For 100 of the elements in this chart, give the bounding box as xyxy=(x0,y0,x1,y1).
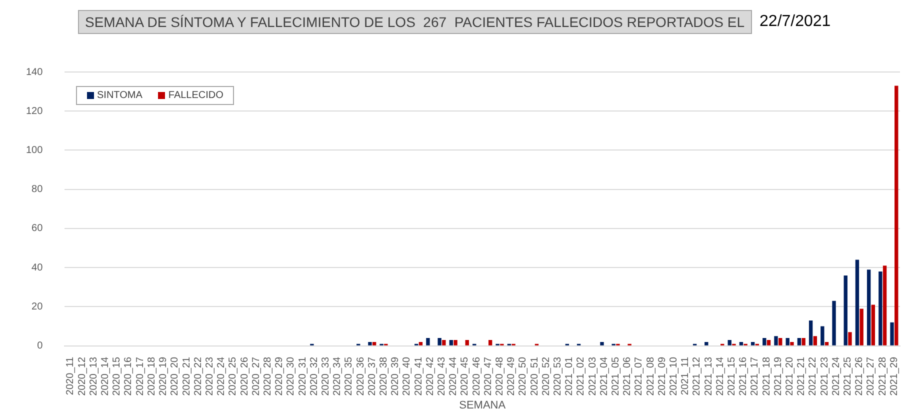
x-tick-label: 2021_09 xyxy=(656,356,668,396)
bar xyxy=(442,340,446,346)
x-tick-label: 2020_49 xyxy=(506,356,518,396)
x-tick-label: 2020_15 xyxy=(112,356,123,396)
x-tick-label: 2020_24 xyxy=(216,356,228,396)
x-tick-label: 2021_02 xyxy=(576,356,587,396)
x-tick-label: 2020_32 xyxy=(308,356,320,396)
x-tick-label: 2020_33 xyxy=(320,356,332,396)
y-tick-label: 80 xyxy=(32,184,44,196)
x-tick-label: 2020_26 xyxy=(239,356,250,396)
chart-subtitle: 22/7/2021 xyxy=(760,13,831,31)
x-tick-label: 2021_06 xyxy=(622,356,634,396)
bar xyxy=(774,336,778,346)
x-tick-label: 2020_39 xyxy=(390,356,402,396)
x-tick-label: 2020_20 xyxy=(170,356,181,396)
y-tick-label: 120 xyxy=(26,106,44,117)
x-tick-label: 2021_13 xyxy=(703,356,714,396)
x-tick-label: 2020_35 xyxy=(344,356,355,396)
x-tick-label: 2020_42 xyxy=(424,356,436,396)
y-tick-label: 40 xyxy=(32,262,44,274)
bar xyxy=(848,332,852,346)
x-tick-label: 2020_36 xyxy=(355,356,366,396)
x-tick-label: 2021_25 xyxy=(842,356,854,396)
bar xyxy=(762,338,766,346)
x-tick-label: 2020_53 xyxy=(552,356,564,396)
legend-label: SINTOMA xyxy=(97,90,142,101)
x-tick-label: 2020_31 xyxy=(297,356,308,396)
bar xyxy=(871,304,876,346)
x-tick-label: 2020_40 xyxy=(402,356,413,396)
x-tick-label: 2021_21 xyxy=(796,356,808,396)
bar xyxy=(860,308,864,346)
x-tick-label: 2020_50 xyxy=(518,356,529,396)
bar xyxy=(844,275,848,346)
x-tick-label: 2021_15 xyxy=(726,356,738,396)
bar xyxy=(728,340,732,346)
bar xyxy=(797,338,802,346)
x-tick-label: 2021_14 xyxy=(714,356,726,396)
x-tick-label: 2020_37 xyxy=(366,356,378,396)
bar xyxy=(465,340,469,346)
bar xyxy=(418,342,423,346)
x-tick-label: 2020_22 xyxy=(192,356,204,396)
bar xyxy=(786,338,790,346)
y-tick-label: 60 xyxy=(32,223,44,234)
bar xyxy=(894,86,898,346)
y-tick-label: 20 xyxy=(32,301,44,312)
bar xyxy=(866,270,871,346)
legend-label: FALLECIDO xyxy=(168,90,224,101)
bar xyxy=(426,338,430,346)
x-tick-label: 2020_51 xyxy=(529,356,540,396)
x-tick-label: 2021_10 xyxy=(668,356,680,396)
bar xyxy=(704,342,708,346)
y-tick-label: 100 xyxy=(26,145,44,156)
x-tick-label: 2020_19 xyxy=(158,356,170,396)
x-tick-label: 2021_20 xyxy=(784,356,796,396)
bar xyxy=(739,342,744,346)
bar xyxy=(449,340,454,346)
x-tick-label: 2020_11 xyxy=(65,356,76,396)
bar xyxy=(750,342,755,346)
bar xyxy=(882,266,887,346)
x-tick-label: 2021_18 xyxy=(761,356,772,396)
y-tick-label: 140 xyxy=(26,66,44,78)
x-tick-label: 2020_52 xyxy=(540,356,552,396)
x-tick-label: 2020_47 xyxy=(482,356,494,396)
x-tick-label: 2020_14 xyxy=(100,356,112,396)
bar xyxy=(808,320,813,346)
x-tick-label: 2021_27 xyxy=(866,356,877,396)
x-tick-label: 2021_11 xyxy=(680,356,692,396)
x-tick-label: 2021_08 xyxy=(645,356,656,396)
x-tick-label: 2020_30 xyxy=(286,356,297,396)
bar xyxy=(813,336,818,346)
bar xyxy=(832,300,836,346)
bar xyxy=(890,322,894,346)
bar xyxy=(766,340,771,346)
bar xyxy=(802,338,806,346)
x-tick-label: 2020_27 xyxy=(250,356,262,396)
x-tick-label: 2020_17 xyxy=(134,356,146,396)
x-tick-label: 2021_17 xyxy=(750,356,761,396)
bar xyxy=(600,342,604,346)
x-tick-label: 2020_29 xyxy=(274,356,286,396)
x-tick-label: 2021_05 xyxy=(610,356,622,396)
x-tick-label: 2020_34 xyxy=(332,356,344,396)
x-tick-label: 2020_21 xyxy=(181,356,192,396)
x-tick-label: 2020_23 xyxy=(204,356,216,396)
x-tick-label: 2021_01 xyxy=(564,356,576,396)
x-tick-label: 2021_22 xyxy=(808,356,819,396)
x-tick-label: 2021_04 xyxy=(598,356,610,396)
x-tick-label: 2021_29 xyxy=(888,356,900,396)
bar xyxy=(778,338,782,346)
x-tick-label: 2020_43 xyxy=(436,356,448,396)
bar xyxy=(488,340,492,346)
x-tick-label: 2020_46 xyxy=(471,356,482,396)
bar xyxy=(820,326,824,346)
x-tick-label: 2021_28 xyxy=(877,356,888,396)
x-axis-title: SEMANA xyxy=(459,399,506,412)
x-tick-label: 2020_18 xyxy=(146,356,158,396)
x-tick-label: 2021_03 xyxy=(587,356,598,396)
x-tick-label: 2021_24 xyxy=(830,356,842,396)
bar xyxy=(855,260,860,346)
x-tick-label: 2021_16 xyxy=(738,356,750,396)
bar xyxy=(368,342,372,346)
